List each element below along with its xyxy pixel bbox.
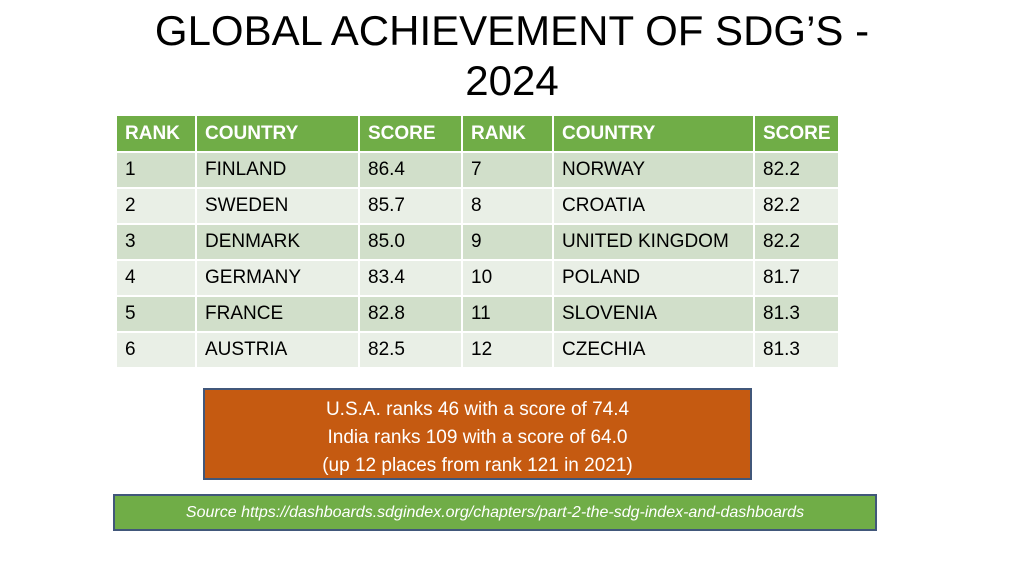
cell-score: 85.7 xyxy=(358,187,463,225)
header-country-2: COUNTRY xyxy=(552,114,755,153)
cell-country: AUSTRIA xyxy=(195,331,360,369)
source-citation-box: Source https://dashboards.sdgindex.org/c… xyxy=(113,494,877,531)
cell-country: POLAND xyxy=(552,259,755,297)
header-country-1: COUNTRY xyxy=(195,114,360,153)
cell-rank: 1 xyxy=(115,151,197,189)
cell-rank: 5 xyxy=(115,295,197,333)
slide-title-line1: GLOBAL ACHIEVEMENT OF SDG’S - xyxy=(154,7,870,54)
ranking-table-container: RANK COUNTRY SCORE RANK COUNTRY SCORE 1 … xyxy=(115,114,840,369)
cell-rank: 4 xyxy=(115,259,197,297)
slide-title-line2: 2024 xyxy=(465,57,559,104)
cell-score: 81.3 xyxy=(753,331,840,369)
ranking-table: RANK COUNTRY SCORE RANK COUNTRY SCORE 1 … xyxy=(115,114,840,369)
cell-rank: 7 xyxy=(461,151,554,189)
header-rank-2: RANK xyxy=(461,114,554,153)
usa-india-note-box: U.S.A. ranks 46 with a score of 74.4 Ind… xyxy=(203,388,752,480)
cell-score: 81.3 xyxy=(753,295,840,333)
cell-rank: 3 xyxy=(115,223,197,261)
cell-country: SLOVENIA xyxy=(552,295,755,333)
header-score-2: SCORE xyxy=(753,114,840,153)
header-rank-1: RANK xyxy=(115,114,197,153)
cell-rank: 2 xyxy=(115,187,197,225)
cell-country: NORWAY xyxy=(552,151,755,189)
cell-rank: 8 xyxy=(461,187,554,225)
cell-score: 82.2 xyxy=(753,223,840,261)
table-header-row: RANK COUNTRY SCORE RANK COUNTRY SCORE xyxy=(115,114,840,153)
slide-title: GLOBAL ACHIEVEMENT OF SDG’S - 2024 xyxy=(90,6,934,106)
cell-rank: 10 xyxy=(461,259,554,297)
cell-score: 82.2 xyxy=(753,187,840,225)
note-line-india: India ranks 109 with a score of 64.0 xyxy=(327,427,628,448)
cell-score: 82.2 xyxy=(753,151,840,189)
note-line-improvement: (up 12 places from rank 121 in 2021) xyxy=(322,455,633,476)
cell-score: 85.0 xyxy=(358,223,463,261)
cell-score: 83.4 xyxy=(358,259,463,297)
cell-score: 86.4 xyxy=(358,151,463,189)
cell-rank: 9 xyxy=(461,223,554,261)
note-line-usa: U.S.A. ranks 46 with a score of 74.4 xyxy=(325,399,630,420)
cell-country: SWEDEN xyxy=(195,187,360,225)
cell-rank: 6 xyxy=(115,331,197,369)
cell-country: FRANCE xyxy=(195,295,360,333)
cell-score: 82.5 xyxy=(358,331,463,369)
table-row: 4 GERMANY 83.4 10 POLAND 81.7 xyxy=(115,259,840,297)
cell-rank: 11 xyxy=(461,295,554,333)
source-citation-text: Source https://dashboards.sdgindex.org/c… xyxy=(185,504,805,521)
table-row: 5 FRANCE 82.8 11 SLOVENIA 81.3 xyxy=(115,295,840,333)
table-row: 3 DENMARK 85.0 9 UNITED KINGDOM 82.2 xyxy=(115,223,840,261)
cell-country: GERMANY xyxy=(195,259,360,297)
table-row: 2 SWEDEN 85.7 8 CROATIA 82.2 xyxy=(115,187,840,225)
cell-country: FINLAND xyxy=(195,151,360,189)
cell-score: 81.7 xyxy=(753,259,840,297)
table-row: 6 AUSTRIA 82.5 12 CZECHIA 81.3 xyxy=(115,331,840,369)
cell-country: UNITED KINGDOM xyxy=(552,223,755,261)
cell-country: DENMARK xyxy=(195,223,360,261)
table-row: 1 FINLAND 86.4 7 NORWAY 82.2 xyxy=(115,151,840,189)
header-score-1: SCORE xyxy=(358,114,463,153)
cell-country: CZECHIA xyxy=(552,331,755,369)
cell-score: 82.8 xyxy=(358,295,463,333)
cell-rank: 12 xyxy=(461,331,554,369)
cell-country: CROATIA xyxy=(552,187,755,225)
